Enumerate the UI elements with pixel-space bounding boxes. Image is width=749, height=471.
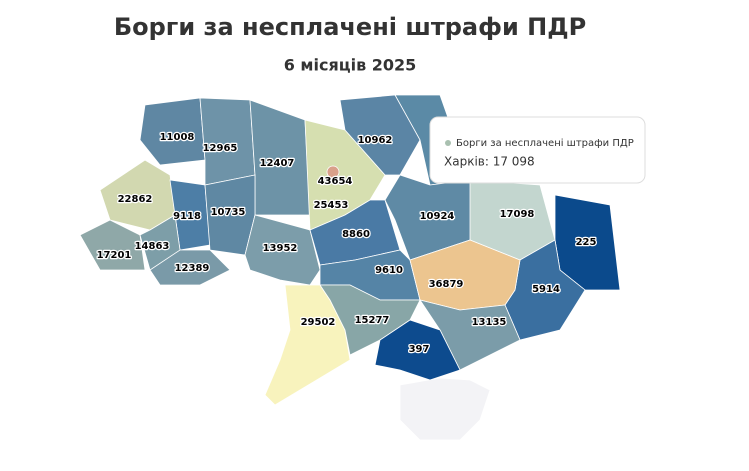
labels: 11008 12965 12407 25453 43654 10962 17098 10924… bbox=[95, 131, 597, 357]
region bbox=[79, 219, 146, 271]
region-value-label: 5914 bbox=[532, 284, 560, 295]
region-value-label: 10962 bbox=[358, 135, 393, 146]
region-value-label: 29502 bbox=[301, 317, 336, 328]
region bbox=[249, 99, 311, 216]
region-value-label: 9118 bbox=[173, 211, 201, 222]
region-value-label: 13952 bbox=[263, 243, 298, 254]
region-value-label: 17201 bbox=[97, 250, 132, 261]
chart-title: Борги за несплачені штрафи ПДР bbox=[114, 13, 586, 41]
region bbox=[169, 179, 211, 251]
tooltip-box bbox=[429, 116, 646, 184]
regions bbox=[79, 94, 621, 441]
region bbox=[339, 94, 421, 176]
region-value-label: 12965 bbox=[203, 143, 238, 154]
region bbox=[149, 249, 231, 286]
region-value-label: 36879 bbox=[429, 279, 464, 290]
region-value-label: 10924 bbox=[420, 211, 455, 222]
region bbox=[326, 165, 340, 179]
region-value-label: 12407 bbox=[260, 158, 295, 169]
tooltip-series: Борги за несплачені штрафи ПДР bbox=[456, 137, 634, 149]
region bbox=[199, 97, 256, 186]
region-value-label: 8860 bbox=[342, 229, 370, 240]
region-shape[interactable] bbox=[399, 377, 491, 441]
region-value-label: 25453 bbox=[314, 200, 349, 211]
region-value-label: 17098 bbox=[500, 209, 535, 220]
region bbox=[374, 319, 461, 381]
region-value-label: 13135 bbox=[472, 317, 507, 328]
region bbox=[139, 97, 206, 166]
region bbox=[244, 214, 321, 286]
region-value-label: 22862 bbox=[118, 194, 153, 205]
region-value-label: 225 bbox=[576, 237, 597, 248]
region-value-label: 12389 bbox=[175, 263, 210, 274]
region-value-label: 11008 bbox=[160, 132, 195, 143]
region-value-label: 14863 bbox=[135, 241, 170, 252]
region-value-label: 15277 bbox=[355, 315, 390, 326]
region-value-label: 397 bbox=[409, 344, 430, 355]
chart-subtitle: 6 місяців 2025 bbox=[284, 56, 417, 75]
region-value-label: 10735 bbox=[211, 207, 246, 218]
tooltip-dot bbox=[445, 140, 451, 146]
tooltip-text: Харків: 17 098 bbox=[444, 155, 535, 169]
region-value-label: 43654 bbox=[318, 176, 353, 187]
tooltip: Борги за несплачені штрафи ПДР Харків: 1… bbox=[429, 116, 646, 184]
region-value-label: 9610 bbox=[375, 265, 403, 276]
